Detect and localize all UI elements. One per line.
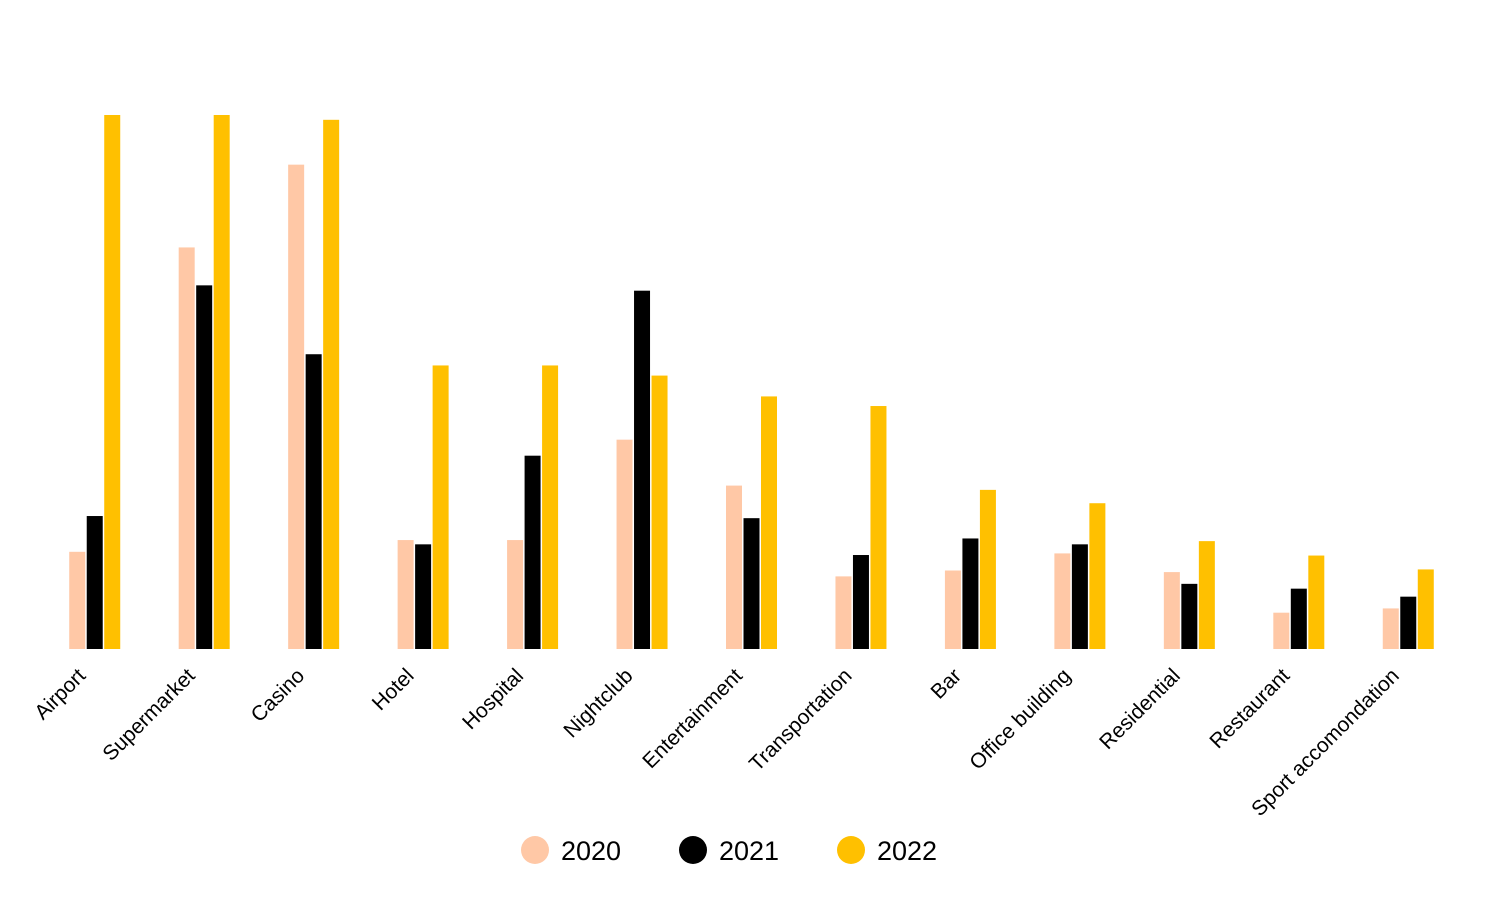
- x-tick-label: Hotel: [368, 664, 419, 715]
- x-axis-tick-labels: Airport Supermarket Casino Hotel Hospital Nig…: [30, 664, 1404, 821]
- legend-label: 2022: [877, 836, 937, 866]
- bars-layer: [69, 115, 1434, 649]
- bar-entertainment-2022: [761, 396, 777, 649]
- bar-office-building-2021: [1071, 544, 1088, 649]
- bar-hotel-2020: [397, 540, 414, 649]
- x-tick-label: Airport: [30, 664, 90, 724]
- x-tick-label: Hospital: [458, 664, 528, 734]
- legend-item-2022: 2022: [837, 836, 937, 866]
- bar-bar-2022: [979, 489, 996, 649]
- x-tick-label: Nightclub: [559, 664, 637, 742]
- bar-transportation-2020: [835, 576, 852, 649]
- bar-casino-2020: [288, 164, 305, 649]
- x-tick-label: Office building: [965, 664, 1075, 774]
- legend-label: 2021: [719, 836, 779, 866]
- legend-label: 2020: [561, 836, 621, 866]
- legend-item-2021: 2021: [679, 836, 779, 866]
- bar-airport-2020: [69, 551, 86, 649]
- x-tick-label: Transportation: [745, 664, 856, 775]
- bar-sport-accomondation-2022: [1417, 569, 1434, 649]
- legend-marker: [521, 836, 549, 864]
- bar-hospital-2021: [524, 455, 541, 649]
- legend-marker: [679, 836, 707, 864]
- legend-item-2020: 2020: [521, 836, 621, 866]
- bar-office-building-2020: [1054, 553, 1071, 649]
- bar-hospital-2020: [507, 540, 524, 649]
- bar-airport-2021: [86, 516, 103, 649]
- bar-hotel-2021: [415, 544, 432, 649]
- bar-hospital-2022: [542, 365, 559, 649]
- bar-hotel-2022: [432, 365, 449, 649]
- bar-nightclub-2020: [616, 439, 633, 649]
- bar-bar-2020: [944, 570, 961, 649]
- bar-nightclub-2022: [651, 375, 668, 649]
- bar-restaurant-2020: [1273, 612, 1290, 649]
- bar-casino-2022: [323, 119, 340, 649]
- x-tick-label: Bar: [927, 664, 966, 703]
- bar-transportation-2022: [870, 406, 887, 649]
- bar-office-building-2022: [1089, 503, 1106, 649]
- bar-transportation-2021: [852, 555, 869, 649]
- bar-supermarket-2022: [213, 115, 230, 649]
- x-tick-label: Casino: [247, 664, 309, 726]
- bar-residential-2020: [1163, 572, 1180, 649]
- bar-bar-2021: [962, 538, 979, 649]
- bar-residential-2022: [1198, 541, 1215, 649]
- bar-residential-2021: [1181, 583, 1198, 649]
- x-tick-label: Restaurant: [1205, 664, 1294, 753]
- x-tick-label: Residential: [1095, 664, 1185, 754]
- bar-entertainment-2020: [726, 485, 742, 649]
- bar-sport-accomondation-2021: [1400, 596, 1417, 649]
- legend-marker: [837, 836, 865, 864]
- bar-casino-2021: [305, 354, 322, 649]
- bar-entertainment-2021: [743, 518, 760, 649]
- bar-restaurant-2021: [1290, 588, 1307, 649]
- legend: 2020 2021 2022: [521, 836, 937, 866]
- bar-airport-2022: [104, 115, 121, 649]
- bar-restaurant-2022: [1308, 555, 1325, 649]
- x-tick-label: Supermarket: [98, 664, 199, 765]
- x-tick-label: Entertainment: [638, 664, 747, 773]
- bar-supermarket-2020: [178, 247, 195, 649]
- bar-supermarket-2021: [196, 285, 213, 649]
- bar-nightclub-2021: [634, 290, 651, 649]
- bar-sport-accomondation-2020: [1382, 608, 1399, 649]
